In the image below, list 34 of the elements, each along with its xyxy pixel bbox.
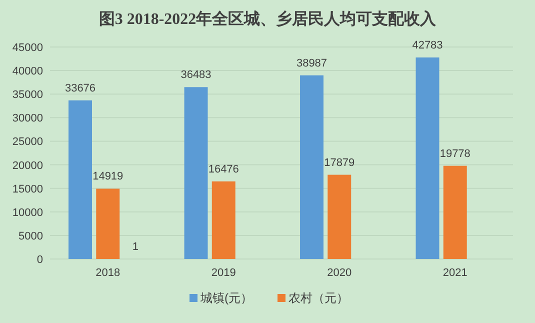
bar [96,188,120,259]
chart-title: 图3 2018-2022年全区城、乡居民人均可支配收入 [98,10,438,28]
bar [443,166,467,259]
data-label: 42783 [412,39,443,52]
x-tick-label: 2021 [442,267,468,279]
y-tick-label: 5000 [18,230,43,242]
data-label: 33676 [64,82,96,94]
data-label: 38987 [296,57,328,70]
y-tick-label: 10000 [12,206,43,219]
data-label: 17879 [324,156,355,169]
y-tick-label: 0 [36,254,43,266]
data-label: 19778 [440,148,470,160]
legend-label: 农村（元） [288,291,348,305]
x-tick-label: 2019 [211,267,236,279]
y-tick-label: 45000 [12,42,43,54]
y-tick-label: 25000 [12,136,43,148]
bar [184,87,208,259]
data-label: 16476 [208,163,239,176]
bar [68,100,92,259]
bar [300,75,324,259]
y-tick-label: 15000 [12,183,43,196]
bar [212,181,236,259]
y-tick-label: 35000 [12,89,43,102]
x-tick-label: 2020 [327,267,352,279]
bar [416,57,440,259]
y-tick-label: 30000 [12,112,43,125]
y-tick-label: 40000 [12,66,43,78]
legend-label: 城镇(元） [200,291,252,305]
y-tick-label: 20000 [12,160,43,172]
x-tick-label: 2018 [96,267,120,279]
data-label: 14919 [92,170,124,183]
bar [328,174,352,259]
data-label: 1 [132,240,139,253]
data-label: 36483 [180,69,212,82]
